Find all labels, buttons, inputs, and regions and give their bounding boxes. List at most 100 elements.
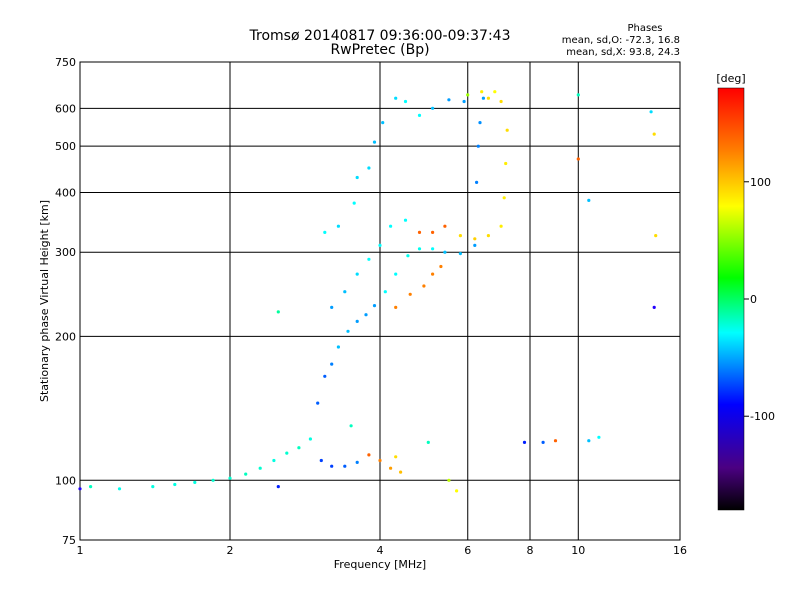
data-point bbox=[211, 478, 215, 482]
data-point bbox=[389, 466, 393, 470]
data-point bbox=[381, 121, 385, 125]
data-point bbox=[173, 482, 177, 487]
data-point bbox=[364, 313, 368, 317]
data-point bbox=[285, 451, 289, 455]
x-tick-label: 16 bbox=[673, 544, 687, 557]
data-point bbox=[417, 247, 422, 251]
data-point bbox=[316, 401, 320, 405]
data-point bbox=[431, 247, 435, 251]
data-points bbox=[78, 90, 658, 493]
data-point bbox=[258, 466, 262, 470]
x-axis-label: Frequency [MHz] bbox=[334, 558, 426, 571]
y-tick-label: 300 bbox=[55, 246, 76, 259]
data-point bbox=[372, 140, 377, 144]
data-point bbox=[355, 460, 359, 464]
data-point bbox=[383, 290, 387, 294]
data-point bbox=[576, 157, 580, 161]
data-point bbox=[541, 440, 545, 444]
data-point bbox=[499, 224, 503, 228]
phases-note-x: mean, sd,X: 93.8, 24.3 bbox=[566, 47, 680, 58]
chart-subtitle: RwPretec (Bp) bbox=[330, 42, 429, 58]
data-point bbox=[652, 132, 656, 136]
x-tick-label: 2 bbox=[227, 544, 234, 557]
data-point bbox=[431, 272, 435, 276]
data-point bbox=[378, 458, 382, 463]
data-point bbox=[458, 252, 462, 256]
y-axis-label: Stationary phase Virtual Height [km] bbox=[38, 200, 51, 402]
x-tick-label: 10 bbox=[571, 544, 585, 557]
x-tick-label: 6 bbox=[464, 544, 471, 557]
data-point bbox=[458, 234, 462, 238]
data-point bbox=[587, 198, 591, 202]
data-point bbox=[406, 254, 410, 258]
data-point bbox=[272, 458, 276, 463]
data-point bbox=[504, 161, 508, 166]
data-point bbox=[336, 224, 340, 228]
data-point bbox=[480, 90, 484, 94]
data-point bbox=[417, 230, 422, 234]
phases-note-o: mean, sd,O: -72.3, 16.8 bbox=[562, 35, 680, 46]
y-tick-label: 75 bbox=[62, 534, 76, 547]
data-point bbox=[308, 437, 312, 441]
data-point bbox=[486, 234, 490, 238]
data-point bbox=[394, 305, 398, 309]
data-point bbox=[478, 121, 482, 125]
data-point bbox=[417, 113, 422, 117]
data-point bbox=[355, 319, 359, 323]
grid-lines bbox=[80, 62, 680, 540]
data-point bbox=[78, 487, 82, 491]
x-tick-labels: 1 2 4 6 8 10 16 bbox=[77, 544, 688, 557]
data-point bbox=[473, 243, 477, 247]
data-point bbox=[443, 250, 447, 254]
y-tick-label: 100 bbox=[55, 474, 76, 487]
data-point bbox=[466, 93, 470, 97]
data-point bbox=[597, 435, 601, 439]
data-point bbox=[276, 485, 280, 489]
data-point bbox=[346, 329, 350, 333]
data-point bbox=[473, 237, 477, 241]
data-point bbox=[394, 96, 398, 100]
data-point bbox=[522, 440, 527, 444]
data-point bbox=[343, 464, 347, 468]
data-point bbox=[553, 439, 558, 443]
data-point bbox=[117, 487, 122, 491]
data-point bbox=[447, 98, 451, 102]
data-point bbox=[330, 362, 334, 366]
data-point bbox=[408, 292, 412, 296]
data-point bbox=[244, 472, 248, 476]
data-point bbox=[151, 485, 155, 489]
data-point bbox=[499, 99, 503, 104]
x-tick-label: 1 bbox=[77, 544, 84, 557]
data-point bbox=[439, 264, 443, 269]
data-point bbox=[486, 96, 490, 100]
data-point bbox=[505, 128, 509, 132]
data-point bbox=[367, 453, 371, 457]
data-point bbox=[276, 310, 280, 314]
colorbar-label: [deg] bbox=[716, 72, 745, 85]
data-point bbox=[394, 455, 398, 459]
data-point bbox=[89, 485, 93, 489]
data-point bbox=[475, 180, 479, 184]
data-point bbox=[431, 230, 435, 234]
data-point bbox=[481, 96, 485, 100]
chart-title: Tromsø 20140817 09:36:00-09:37:43 bbox=[249, 28, 511, 44]
data-point bbox=[587, 439, 591, 443]
data-point bbox=[352, 201, 356, 205]
data-point bbox=[649, 110, 653, 114]
data-point bbox=[323, 230, 327, 234]
colorbar bbox=[717, 87, 745, 511]
y-tick-label: 600 bbox=[55, 102, 76, 115]
y-tick-label: 500 bbox=[55, 140, 76, 153]
data-point bbox=[228, 476, 232, 480]
data-point bbox=[476, 144, 480, 148]
data-point bbox=[502, 196, 506, 200]
y-tick-label: 750 bbox=[55, 56, 76, 69]
data-point bbox=[349, 424, 353, 428]
data-point bbox=[330, 464, 334, 468]
data-point bbox=[367, 166, 371, 170]
data-point bbox=[652, 305, 656, 309]
data-point bbox=[297, 446, 301, 450]
y-tick-labels: 75 100 200 300 400 500 600 750 bbox=[55, 56, 76, 547]
data-point bbox=[367, 257, 371, 261]
